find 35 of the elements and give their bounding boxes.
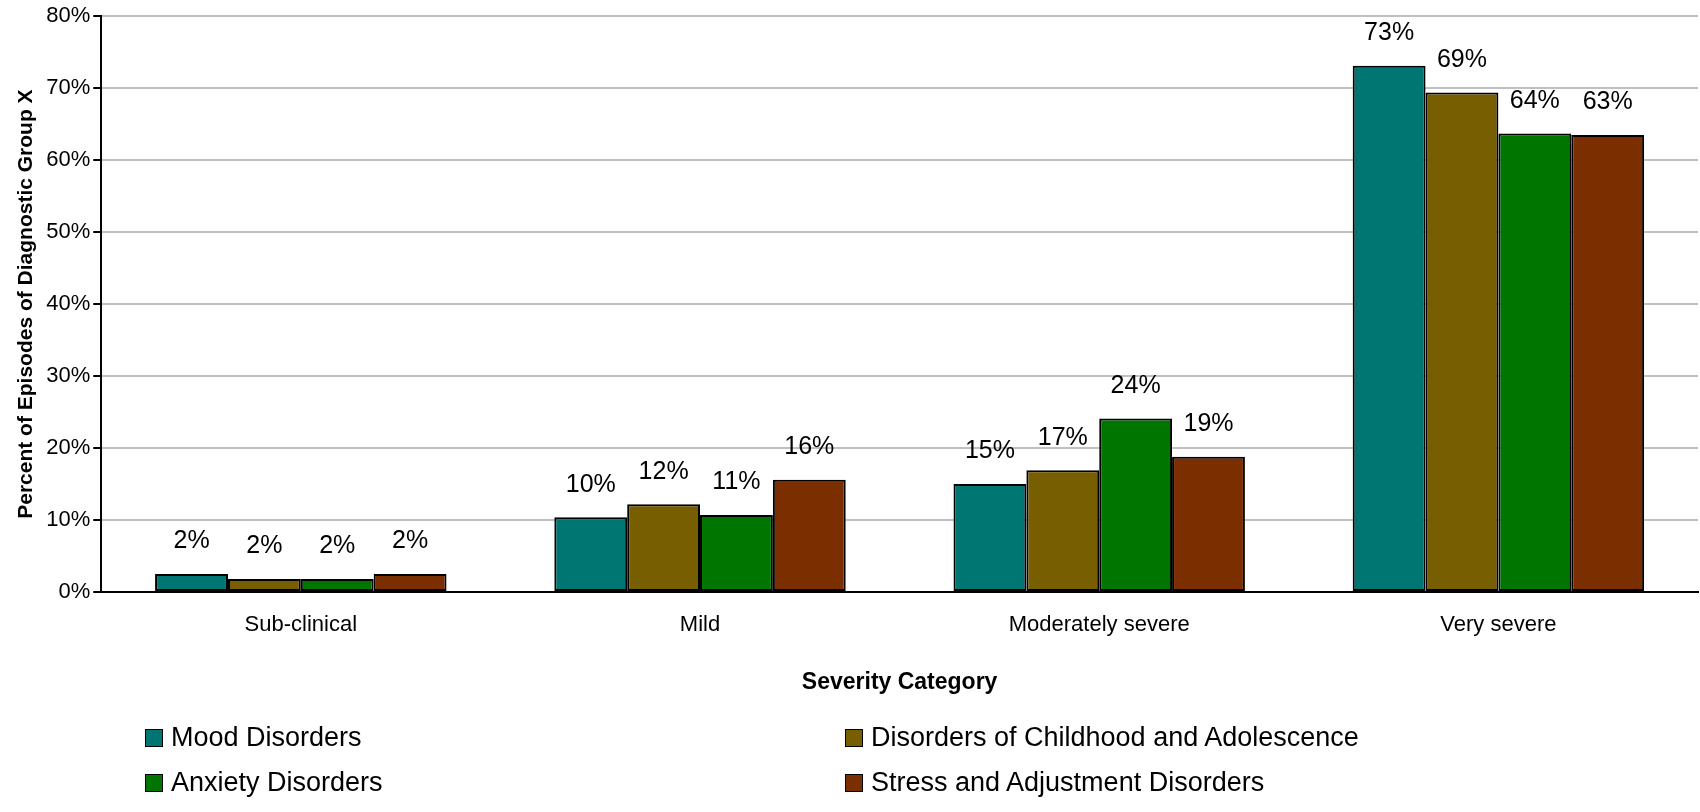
y-axis-title: Percent of Episodes of Diagnostic Group X (13, 89, 37, 519)
legend-label: Anxiety Disorders (171, 767, 383, 798)
y-tick-label: 80% (46, 2, 91, 28)
y-tick-label: 30% (46, 362, 91, 388)
data-label: 16% (784, 431, 835, 460)
legend-label: Disorders of Childhood and Adolescence (871, 722, 1359, 753)
data-label: 2% (392, 525, 429, 554)
x-tick-label: Moderately severe (1008, 611, 1190, 637)
data-label: 15% (964, 435, 1015, 464)
y-tick-label: 10% (46, 506, 91, 532)
data-label: 17% (1037, 421, 1088, 450)
legend-label: Mood Disorders (171, 722, 362, 753)
data-label: 10% (565, 468, 616, 497)
data-label: 73% (1364, 17, 1415, 46)
y-tick-label: 20% (46, 434, 91, 460)
y-tick-label: 50% (46, 218, 91, 244)
data-label: 2% (173, 525, 210, 554)
data-label: 11% (712, 466, 761, 495)
x-tick-label: Very severe (1440, 611, 1557, 637)
data-label: 12% (638, 455, 689, 484)
legend-label: Stress and Adjustment Disorders (871, 767, 1265, 798)
y-tick-label: 60% (46, 146, 91, 172)
x-tick-label: Sub-clinical (244, 611, 358, 637)
data-label: 2% (319, 530, 356, 559)
data-label: 64% (1509, 84, 1560, 113)
x-tick-label: Mild (679, 611, 721, 637)
x-axis-title: Severity Category (801, 667, 998, 694)
data-label: 24% (1110, 369, 1161, 398)
data-label: 63% (1582, 86, 1633, 115)
data-label: 69% (1436, 43, 1487, 72)
y-tick-label: 70% (46, 74, 91, 100)
y-tick-label: 40% (46, 290, 91, 316)
data-label: 2% (246, 530, 283, 559)
y-tick-label: 0% (58, 578, 91, 604)
data-label: 19% (1183, 408, 1234, 437)
